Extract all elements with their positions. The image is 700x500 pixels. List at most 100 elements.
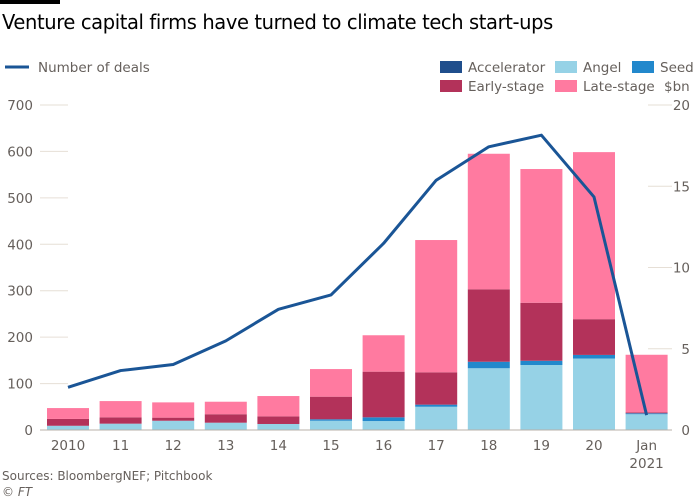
bar-stack <box>204 401 247 430</box>
legend-swatch-angel <box>555 61 577 73</box>
bar-stack <box>573 152 615 430</box>
left-tick-label: 300 <box>7 284 33 300</box>
right-tick-label: 5 <box>681 342 690 358</box>
x-tick-label: 19 <box>533 438 550 454</box>
bar-segment-angel <box>152 420 195 430</box>
bar-segment-angel <box>520 365 563 430</box>
bar-segment-seed <box>415 404 458 407</box>
right-tick-label: 10 <box>673 261 690 277</box>
bar-segment-late <box>362 335 405 372</box>
bar-stack <box>415 240 458 430</box>
bar-segment-early <box>204 414 247 423</box>
legend-swatch-early-stage <box>440 80 462 92</box>
bar-segment-angel <box>467 368 510 430</box>
legend-label-angel: Angel <box>583 60 621 76</box>
bar-segment-seed <box>362 417 405 422</box>
x-tick-label: 2010 <box>51 438 85 454</box>
bar-segment-late <box>467 153 510 290</box>
bar-segment-early <box>573 319 615 355</box>
right-tick-label: 15 <box>673 179 690 195</box>
left-axis: 0 100 200 300 400 500 600 700 <box>7 98 33 439</box>
bar-segment-early <box>520 302 563 361</box>
right-axis-unit-label: $bn <box>664 79 690 95</box>
x-tick-label: 18 <box>480 438 497 454</box>
right-tick-label: 0 <box>681 423 690 439</box>
legend-swatch-accelerator <box>440 61 462 73</box>
x-tick-label: 17 <box>428 438 445 454</box>
x-tick-label: 2021 <box>629 456 663 472</box>
left-tick-label: 0 <box>24 423 33 439</box>
bar-stack <box>520 169 563 430</box>
number-of-deals-line <box>67 133 649 416</box>
chart-title: Venture capital firms have turned to cli… <box>2 10 553 34</box>
bar-stack <box>467 153 510 430</box>
x-tick-label: 15 <box>322 438 339 454</box>
ft-top-bar <box>0 0 60 4</box>
bar-segment-early <box>362 371 405 418</box>
bar-segment-angel <box>625 414 668 430</box>
bar-segment-seed <box>310 419 352 421</box>
left-tick-label: 600 <box>7 144 33 160</box>
bar-segment-angel <box>257 423 300 430</box>
legend-label-number-of-deals: Number of deals <box>38 60 150 76</box>
bar-stack <box>99 401 142 430</box>
bar-segment-late <box>520 169 563 303</box>
bar-segment-late <box>204 401 247 415</box>
bar-stack <box>362 335 405 430</box>
bar-segment-early <box>257 416 300 424</box>
left-tick-label: 400 <box>7 237 33 253</box>
bar-segment-seed <box>573 354 615 359</box>
bar-segment-early <box>152 417 195 421</box>
x-tick-label: 13 <box>217 438 234 454</box>
copyright: © FT <box>2 485 33 499</box>
right-tick-label: 20 <box>673 98 690 114</box>
bar-segment-early <box>310 396 352 420</box>
bar-segment-seed <box>467 361 510 369</box>
bar-segment-angel <box>362 421 405 430</box>
legend-label-seed: Seed <box>660 60 694 76</box>
x-axis: 2010 11 12 13 14 15 16 17 18 19 20 Jan 2021 <box>51 438 664 472</box>
bar-segment-angel <box>99 423 142 430</box>
bar-segment-early <box>99 417 142 424</box>
left-tick-label: 100 <box>7 377 33 393</box>
bar-segment-late <box>310 369 352 397</box>
bar-segment-late <box>99 401 142 418</box>
bar-stack <box>625 354 668 430</box>
bar-stack <box>47 408 89 430</box>
x-tick-label: 14 <box>270 438 287 454</box>
legend-label-early-stage: Early-stage <box>468 79 544 95</box>
bar-segment-angel <box>47 425 89 430</box>
bar-segment-late <box>47 408 89 419</box>
legend-label-late-stage: Late-stage <box>583 79 655 95</box>
right-axis: 0 5 10 15 20 <box>673 98 690 439</box>
left-tick-label: 700 <box>7 98 33 114</box>
x-tick-label: 16 <box>375 438 392 454</box>
bar-stack <box>257 396 300 430</box>
legend-label-accelerator: Accelerator <box>468 60 546 76</box>
source-note: Sources: BloombergNEF; Pitchbook <box>2 469 213 483</box>
bar-segment-late <box>573 152 615 320</box>
bar-stack <box>152 402 195 430</box>
bar-segment-angel <box>310 420 352 430</box>
bar-segment-late <box>415 240 458 373</box>
x-tick-label: 12 <box>165 438 182 454</box>
bar-segment-early <box>467 289 510 362</box>
bar-stack <box>310 369 352 430</box>
bar-segment-angel <box>204 422 247 430</box>
x-tick-label: 20 <box>585 438 602 454</box>
left-tick-label: 500 <box>7 191 33 207</box>
bar-segment-angel <box>415 406 458 430</box>
legend: Number of deals Accelerator Angel Seed E… <box>5 60 694 95</box>
bar-segment-late <box>152 402 195 418</box>
bar-segment-angel <box>573 358 615 430</box>
legend-swatch-late-stage <box>555 80 577 92</box>
bar-segment-early <box>415 372 458 405</box>
left-tick-label: 200 <box>7 330 33 346</box>
bar-segment-late <box>257 396 300 417</box>
legend-swatch-seed <box>632 61 654 73</box>
x-tick-label: Jan <box>635 438 657 454</box>
bars <box>47 152 668 430</box>
bar-segment-early <box>47 418 89 426</box>
bar-segment-late <box>625 354 668 413</box>
